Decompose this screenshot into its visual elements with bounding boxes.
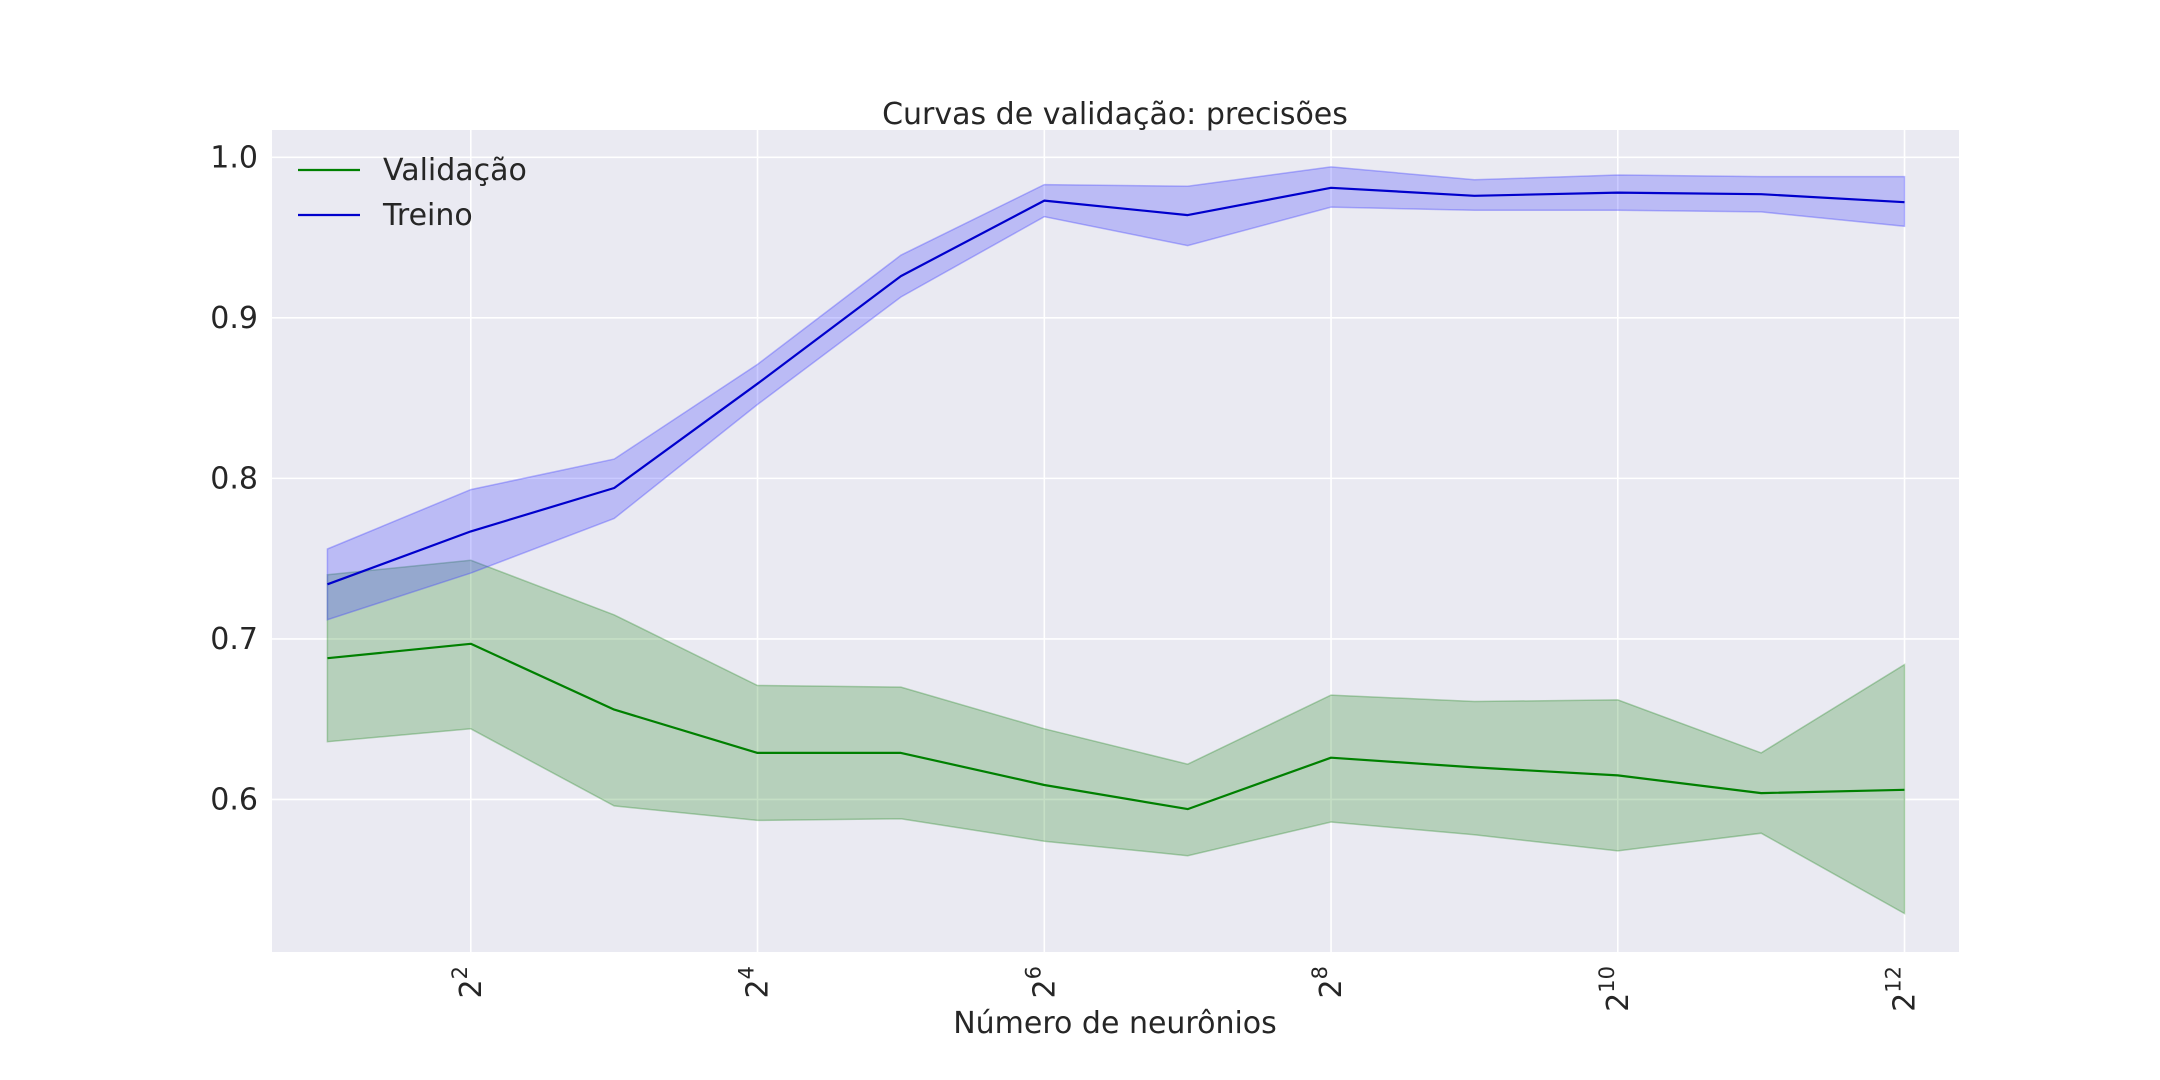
svg-text:26: 26 — [1021, 966, 1062, 998]
y-tick-label: 0.9 — [210, 301, 258, 336]
legend-label: Validação — [383, 153, 527, 188]
series-lines — [327, 186, 1905, 811]
line-validacao — [327, 642, 1905, 811]
svg-text:24: 24 — [735, 966, 776, 998]
legend: Validação Treino — [298, 153, 527, 233]
y-tick-labels: 0.6 0.7 0.8 0.9 1.0 — [210, 140, 258, 817]
x-tick-labels: 22 24 26 28 210 212 — [448, 966, 1923, 1012]
x-tick-label: 24 — [735, 966, 776, 998]
grid-lines — [272, 130, 1959, 952]
x-tick-label: 212 — [1882, 966, 1923, 1012]
y-tick-label: 0.7 — [210, 622, 258, 657]
plot-area — [272, 130, 1959, 952]
legend-item: Treino — [298, 198, 473, 233]
svg-text:22: 22 — [448, 966, 489, 998]
y-tick-label: 0.8 — [210, 461, 258, 496]
svg-text:28: 28 — [1308, 966, 1349, 998]
line-treino — [327, 186, 1905, 586]
y-tick-label: 0.6 — [210, 782, 258, 817]
chart-title: Curvas de validação: precisões — [882, 97, 1348, 132]
legend-label: Treino — [382, 198, 473, 233]
confidence-bands — [326, 166, 1906, 915]
band-treino — [326, 166, 1906, 621]
x-tick-label: 28 — [1308, 966, 1349, 998]
legend-item: Validação — [298, 153, 527, 188]
svg-text:210: 210 — [1595, 966, 1636, 1012]
x-tick-label: 210 — [1595, 966, 1636, 1012]
y-tick-label: 1.0 — [210, 140, 258, 175]
svg-text:212: 212 — [1882, 966, 1923, 1012]
band-validacao — [326, 559, 1906, 915]
x-axis-label: Número de neurônios — [953, 1006, 1277, 1041]
x-tick-label: 22 — [448, 966, 489, 998]
x-tick-label: 26 — [1021, 966, 1062, 998]
